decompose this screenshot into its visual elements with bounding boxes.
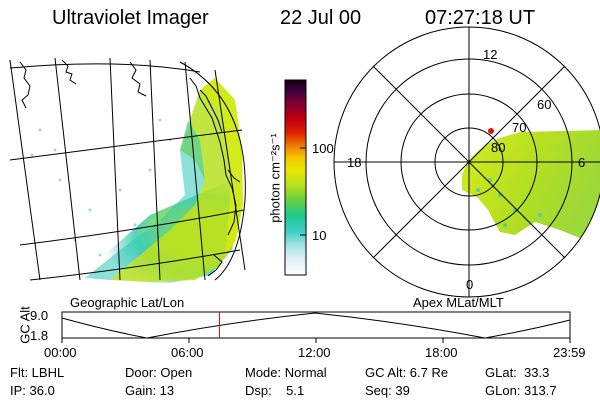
info-gain: Gain: 13	[125, 383, 175, 398]
info-glat: GLat: 33.3	[485, 365, 550, 380]
timeline-ytick-bottom: 1.8	[30, 328, 49, 343]
info-door: Door: Open	[125, 365, 193, 380]
timeline-plot	[61, 311, 571, 343]
lat-label-60: 60	[537, 97, 552, 112]
geo-aurora-edge	[200, 78, 243, 255]
geo-limb	[179, 61, 246, 281]
time-label: 07:27:18 UT	[425, 7, 536, 29]
info-gcalt: GC Alt: 6.7 Re	[365, 365, 449, 380]
instrument-title: Ultraviolet Imager	[52, 7, 209, 29]
mlt-label-18: 18	[347, 155, 362, 170]
info-glon: GLon: 313.7	[485, 383, 557, 398]
polar-hotspot	[488, 128, 494, 134]
altitude-curve	[61, 312, 571, 339]
mlt-label-0: 0	[466, 277, 474, 292]
geographic-map	[9, 57, 246, 283]
lat-label-70: 70	[512, 120, 527, 135]
colorbar-unit-label: photon cm⁻²s⁻¹	[267, 133, 283, 223]
colorbar-tick-100: 100	[312, 141, 334, 156]
mlt-label-12: 12	[483, 47, 498, 62]
colorbar-gradient	[284, 79, 307, 276]
polar-panel-label: Apex MLat/MLT	[413, 295, 504, 310]
timeline-xtick-0000: 00:00	[44, 345, 77, 360]
info-flt: Flt: LBHL	[10, 365, 65, 380]
timeline-xtick-2359: 23:59	[553, 345, 586, 360]
info-seq: Seq: 39	[365, 383, 410, 398]
polar-plot	[333, 26, 600, 298]
date-label: 22 Jul 00	[280, 7, 362, 29]
info-mode: Mode: Normal	[245, 365, 327, 380]
colorbar	[284, 79, 307, 276]
geo-aurora-band	[110, 78, 243, 282]
mlt-label-6: 6	[578, 155, 586, 170]
info-dsp: Dsp: 5.1	[245, 383, 305, 398]
timeline-xtick-1200: 12:00	[298, 345, 331, 360]
colorbar-tick-10: 10	[312, 228, 327, 243]
timeline-xtick-1800: 18:00	[425, 345, 458, 360]
info-ip: IP: 36.0	[10, 383, 55, 398]
timeline-xtick-0600: 06:00	[171, 345, 204, 360]
polar-aurora	[462, 130, 600, 238]
lat-label-80: 80	[491, 140, 506, 155]
timeline-ytick-top: 9.0	[30, 308, 49, 323]
geo-panel-label: Geographic Lat/Lon	[70, 295, 185, 310]
